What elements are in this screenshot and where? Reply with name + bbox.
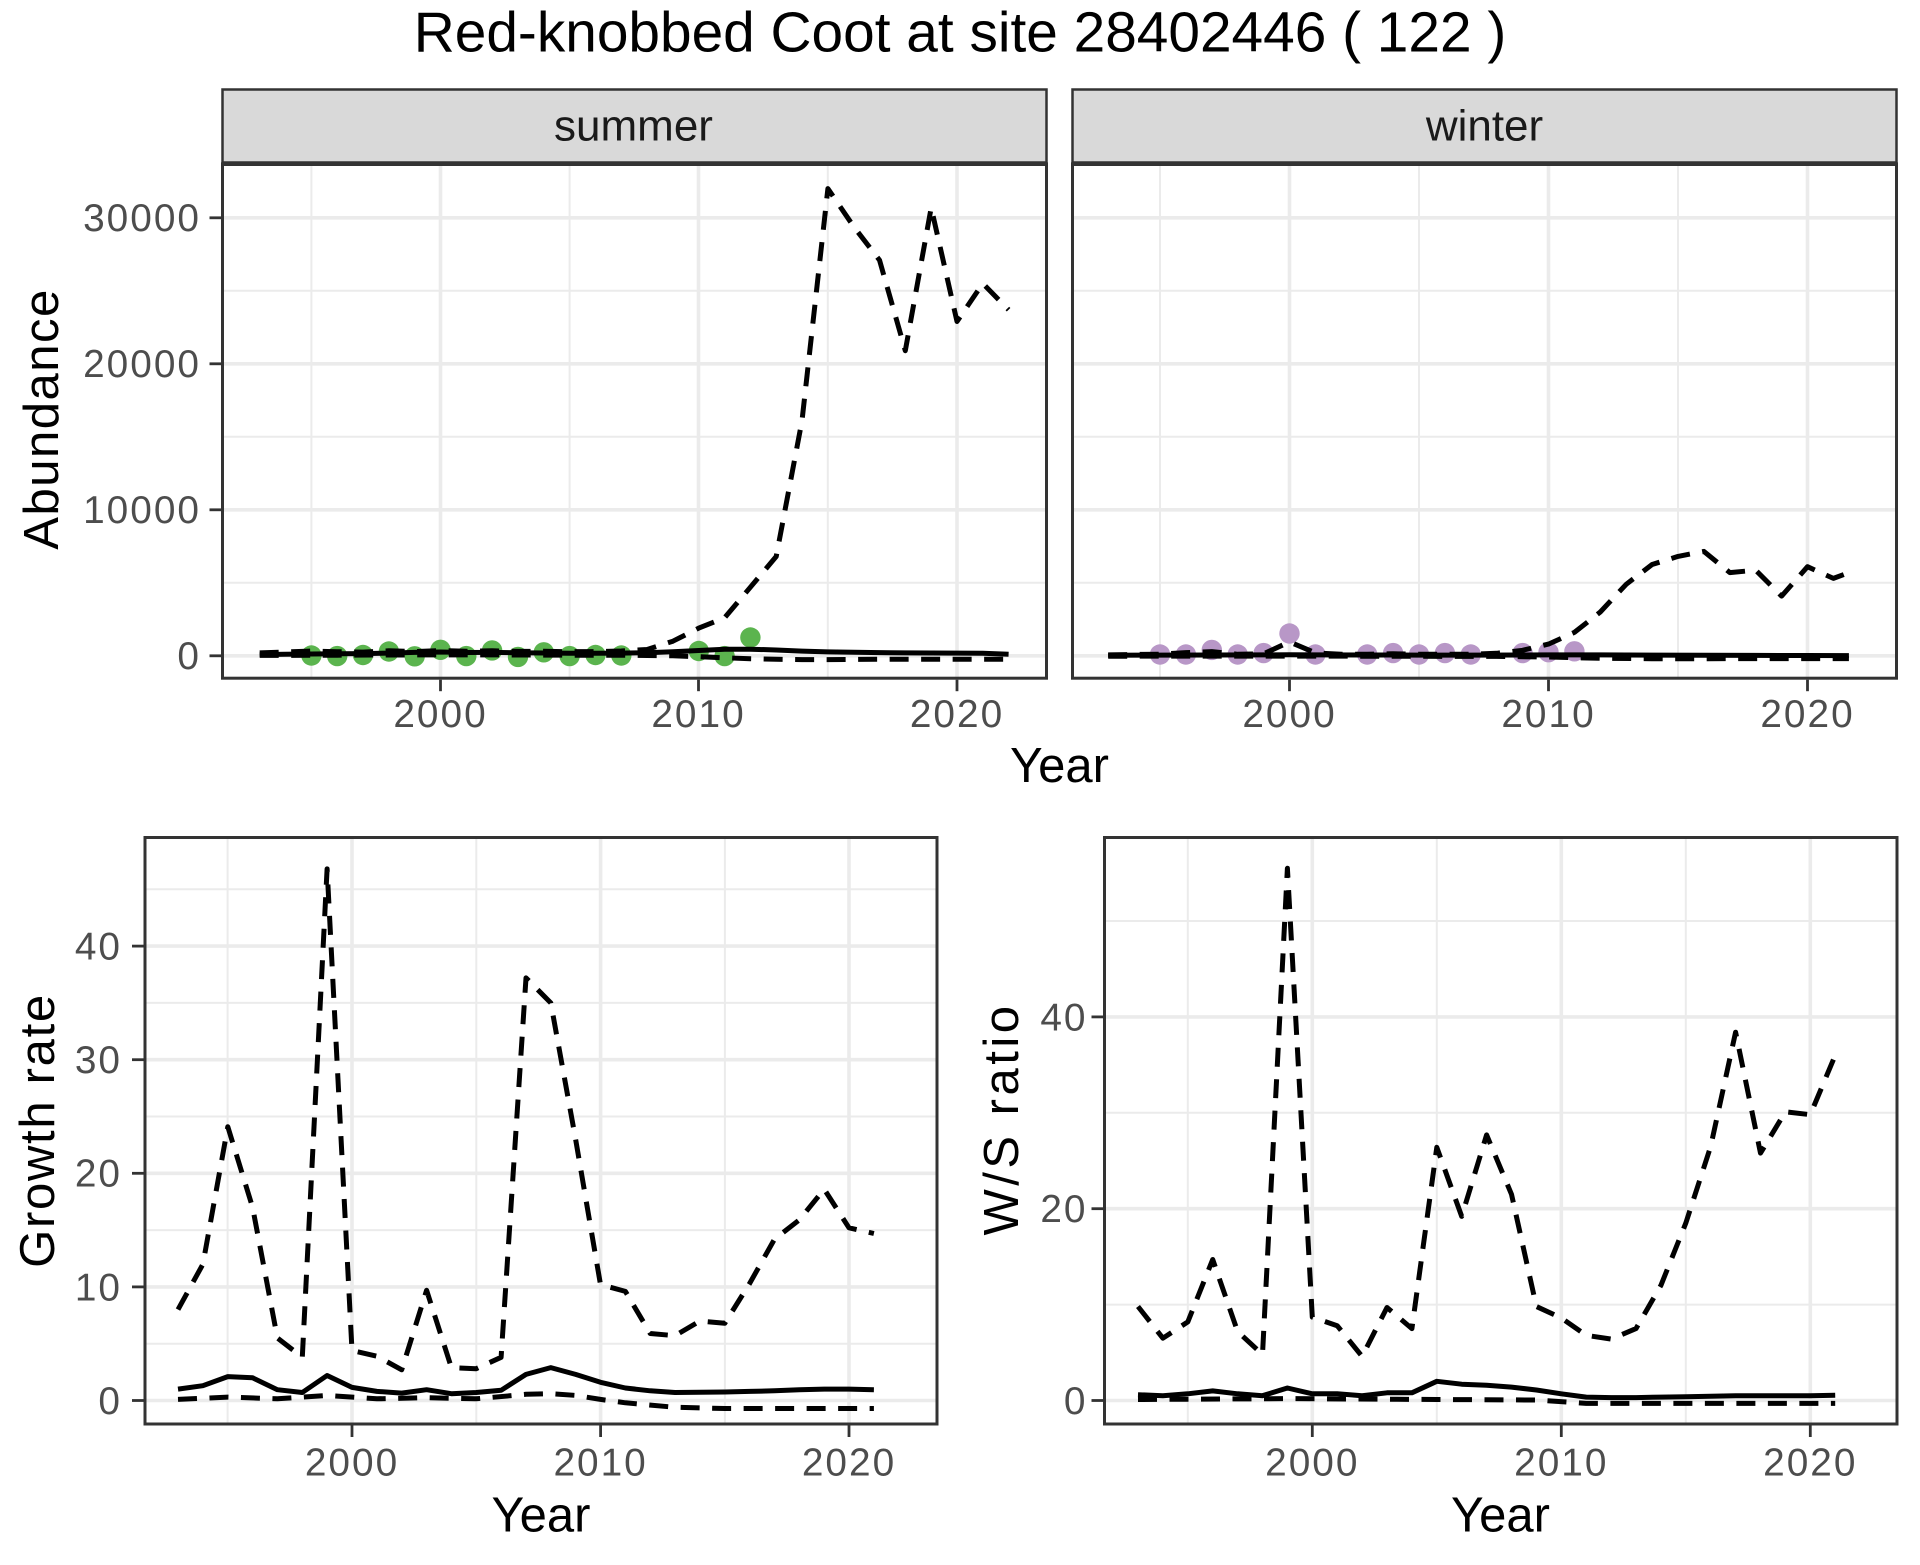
svg-text:10: 10	[75, 1266, 122, 1309]
svg-text:20: 20	[1040, 1188, 1087, 1231]
svg-text:0: 0	[177, 635, 201, 678]
svg-text:2010: 2010	[553, 1442, 647, 1485]
svg-text:40: 40	[75, 926, 122, 969]
svg-text:2010: 2010	[651, 693, 745, 736]
svg-text:2020: 2020	[1763, 1442, 1857, 1485]
svg-text:Red-knobbed Coot at site 28402: Red-knobbed Coot at site 28402446 ( 122 …	[414, 2, 1507, 65]
svg-text:Abundance: Abundance	[15, 288, 69, 549]
svg-text:Year: Year	[1010, 739, 1109, 793]
svg-text:2020: 2020	[802, 1442, 896, 1485]
svg-text:2000: 2000	[305, 1442, 399, 1485]
svg-text:30: 30	[75, 1039, 122, 1082]
svg-text:2000: 2000	[393, 693, 487, 736]
svg-text:0: 0	[1064, 1380, 1088, 1423]
svg-text:10000: 10000	[83, 489, 201, 532]
svg-text:2010: 2010	[1514, 1442, 1608, 1485]
svg-text:2010: 2010	[1501, 693, 1595, 736]
svg-text:Year: Year	[491, 1489, 590, 1543]
svg-text:2000: 2000	[1265, 1442, 1359, 1485]
svg-text:Growth rate: Growth rate	[11, 993, 65, 1268]
svg-text:20000: 20000	[83, 343, 201, 386]
svg-text:Year: Year	[1451, 1489, 1550, 1543]
svg-text:2020: 2020	[910, 693, 1004, 736]
svg-text:30000: 30000	[83, 197, 201, 240]
svg-text:0: 0	[98, 1380, 122, 1423]
svg-text:W/S ratio: W/S ratio	[975, 1003, 1029, 1236]
svg-text:2020: 2020	[1760, 693, 1854, 736]
svg-text:40: 40	[1040, 996, 1087, 1039]
svg-text:20: 20	[75, 1153, 122, 1196]
svg-text:2000: 2000	[1242, 693, 1336, 736]
svg-text:summer: summer	[554, 102, 713, 151]
svg-text:winter: winter	[1425, 102, 1543, 151]
